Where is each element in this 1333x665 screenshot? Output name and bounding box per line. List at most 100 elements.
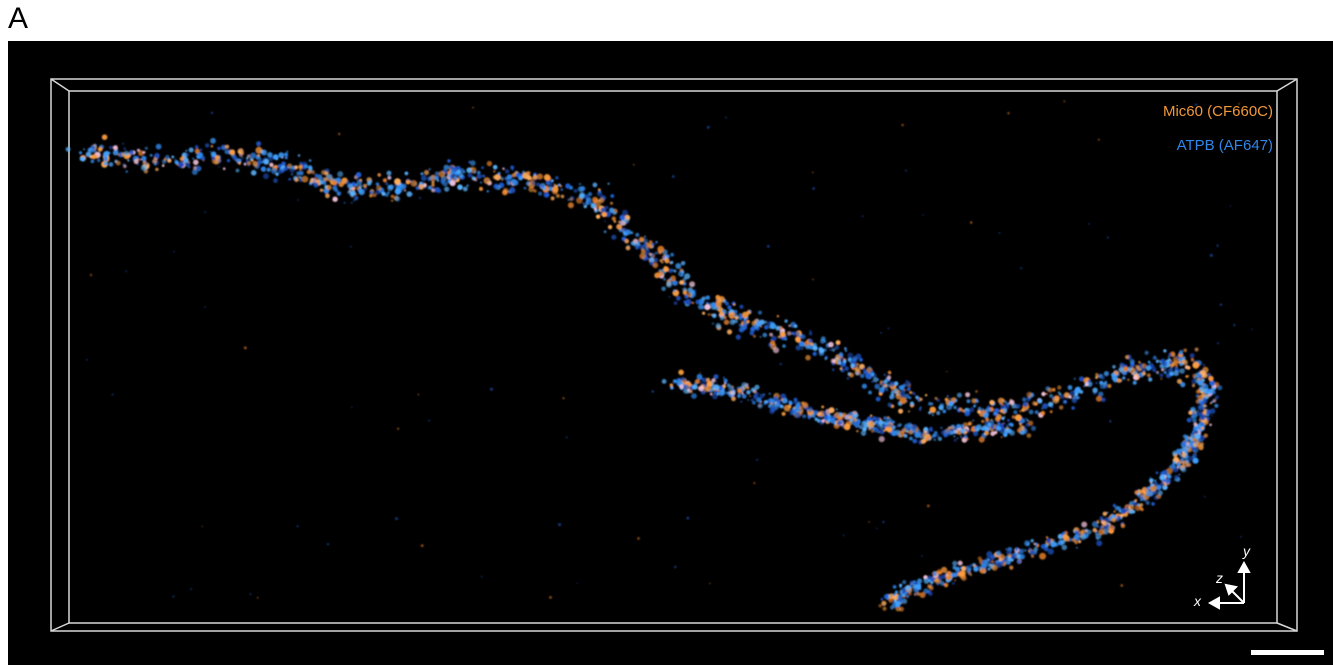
punctum (263, 158, 270, 165)
punctum (990, 554, 996, 560)
punctum (1179, 368, 1185, 374)
punctum (1200, 426, 1204, 430)
punctum (651, 242, 655, 246)
punctum (957, 560, 963, 566)
punctum (604, 220, 606, 223)
punctum (1167, 355, 1170, 358)
punctum (759, 336, 762, 338)
punctum (140, 164, 148, 171)
punctum (848, 415, 853, 420)
punctum (1199, 435, 1205, 441)
punctum (593, 200, 597, 204)
punctum (1169, 361, 1173, 365)
punctum (466, 184, 469, 187)
background-speck (1194, 103, 1198, 106)
punctum (1208, 375, 1214, 382)
punctum (1163, 349, 1167, 353)
background-speck (1106, 236, 1109, 239)
background-speck (472, 106, 474, 109)
punctum (1144, 350, 1149, 355)
punctum (916, 592, 921, 596)
bounding-box (50, 78, 1298, 632)
punctum (904, 393, 910, 399)
punctum (579, 191, 585, 198)
punctum (986, 551, 993, 558)
punctum (394, 188, 401, 195)
punctum (1007, 418, 1010, 422)
punctum (995, 550, 1002, 557)
punctum (509, 187, 516, 194)
punctum (103, 161, 108, 166)
punctum (1178, 357, 1183, 362)
punctum (560, 188, 564, 191)
background-speck (946, 371, 948, 373)
punctum (1151, 366, 1157, 372)
punctum (612, 211, 617, 215)
punctum (65, 146, 71, 152)
punctum (682, 290, 688, 295)
punctum (1145, 500, 1150, 505)
punctum (956, 437, 959, 440)
punctum (1029, 549, 1035, 556)
punctum (1059, 405, 1064, 410)
punctum (1102, 511, 1108, 516)
punctum (1161, 368, 1165, 372)
punctum (979, 568, 982, 571)
punctum (259, 157, 262, 160)
punctum (762, 332, 768, 338)
background-speck (172, 595, 175, 598)
punctum (630, 241, 635, 246)
punctum (101, 134, 108, 140)
punctum (1137, 503, 1140, 507)
background-speck (812, 278, 814, 281)
punctum (515, 172, 521, 178)
punctum (695, 299, 701, 305)
punctum (1064, 400, 1067, 403)
punctum (860, 373, 865, 379)
punctum (598, 190, 601, 193)
punctum (1031, 425, 1036, 431)
punctum (149, 153, 153, 157)
punctum (680, 261, 686, 266)
punctum (1195, 390, 1200, 394)
punctum (1063, 533, 1068, 539)
punctum (277, 164, 282, 168)
background-speck (861, 215, 864, 217)
punctum (1001, 416, 1005, 421)
punctum (622, 209, 628, 216)
punctum (791, 331, 795, 336)
punctum (438, 170, 446, 178)
punctum (161, 164, 165, 167)
punctum (746, 319, 750, 324)
punctum (977, 410, 981, 414)
punctum (243, 163, 247, 166)
punctum (325, 193, 330, 199)
punctum (1140, 497, 1144, 500)
punctum (167, 158, 170, 161)
punctum (725, 301, 729, 306)
punctum (853, 417, 857, 422)
punctum (297, 154, 301, 157)
punctum (1191, 384, 1196, 388)
punctum (1128, 506, 1131, 509)
punctum (550, 196, 555, 201)
punctum (1120, 523, 1126, 529)
punctum (1122, 376, 1126, 380)
punctum (793, 324, 798, 328)
punctum (960, 428, 966, 434)
background-speck (686, 516, 690, 520)
punctum (710, 302, 717, 308)
punctum (687, 292, 693, 298)
punctum (455, 171, 459, 175)
punctum (359, 178, 363, 182)
punctum (937, 436, 943, 441)
punctum (546, 180, 553, 187)
background-speck (549, 596, 552, 599)
punctum (1151, 502, 1155, 506)
punctum (974, 403, 977, 406)
punctum (834, 345, 839, 350)
punctum (776, 325, 781, 330)
punctum (85, 151, 92, 158)
punctum (646, 249, 649, 252)
punctum (449, 173, 455, 179)
